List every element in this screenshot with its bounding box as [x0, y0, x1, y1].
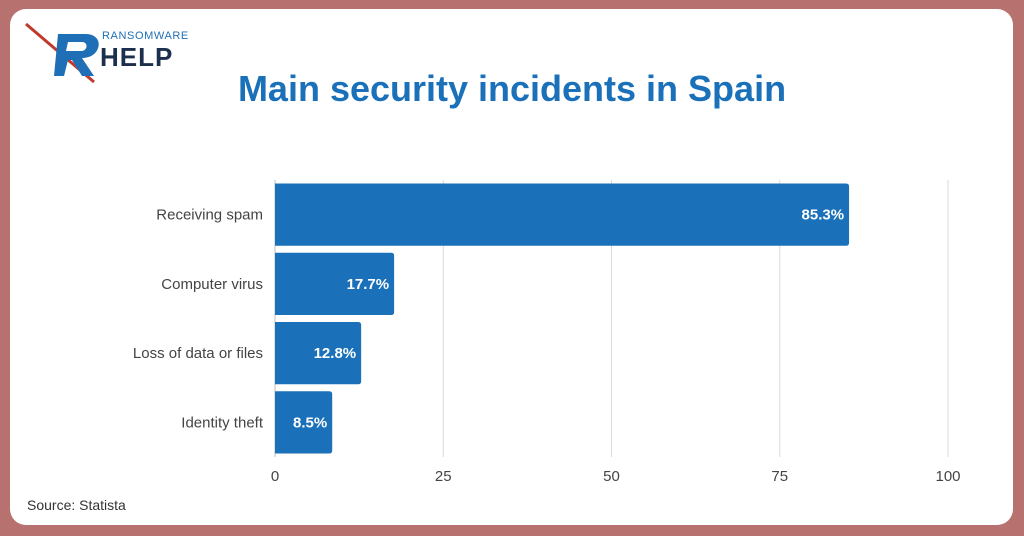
- data-label: 8.5%: [293, 414, 327, 431]
- bar: [275, 391, 333, 454]
- x-tick-label: 100: [935, 468, 960, 485]
- source-note: Source: Statista: [27, 497, 126, 513]
- bar: [275, 252, 395, 316]
- x-tick-label: 0: [271, 468, 279, 485]
- logo-r-mark-icon: [25, 22, 99, 84]
- x-tick-label: 25: [435, 468, 452, 485]
- data-label: 12.8%: [314, 345, 357, 362]
- bar: [275, 321, 362, 385]
- category-label: Loss of data or files: [133, 345, 263, 362]
- chart-title: Main security incidents in Spain: [237, 68, 787, 109]
- ransomware-help-logo: RANSOMWARE HELP: [24, 20, 194, 92]
- x-tick-label: 75: [771, 468, 788, 485]
- category-label: Identity theft: [181, 414, 264, 431]
- data-label: 17.7%: [347, 276, 390, 293]
- x-tick-label: 50: [603, 468, 620, 485]
- chart-card: [10, 9, 1013, 525]
- logo-top-text: RANSOMWARE: [102, 30, 189, 42]
- data-label: 85.3%: [802, 207, 845, 224]
- category-label: Receiving spam: [156, 207, 263, 224]
- logo-main-text: HELP: [100, 42, 174, 72]
- bar: [275, 183, 850, 246]
- category-label: Computer virus: [161, 276, 263, 293]
